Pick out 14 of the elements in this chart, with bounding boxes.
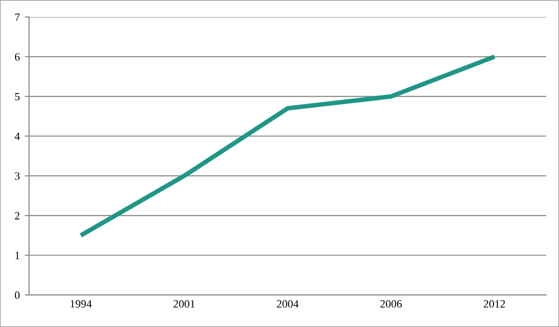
- x-tick-label: 1994: [70, 300, 92, 308]
- y-tick-label: 2: [14, 212, 20, 220]
- x-tick-label: 2012: [484, 300, 505, 308]
- y-tick-label: 5: [15, 92, 20, 100]
- y-tick-label: 3: [15, 172, 20, 180]
- y-tick-label: 4: [14, 132, 20, 140]
- y-tick-label: 6: [14, 53, 20, 61]
- line-series: [78, 54, 497, 238]
- x-tick-label: 2004: [276, 300, 299, 308]
- x-tick-label: 2001: [174, 300, 195, 308]
- y-tick-label: 0: [14, 291, 20, 299]
- y-tick-label: 7: [15, 14, 20, 21]
- x-tick-label: 2006: [380, 300, 402, 308]
- y-tick-label: 1: [15, 252, 20, 260]
